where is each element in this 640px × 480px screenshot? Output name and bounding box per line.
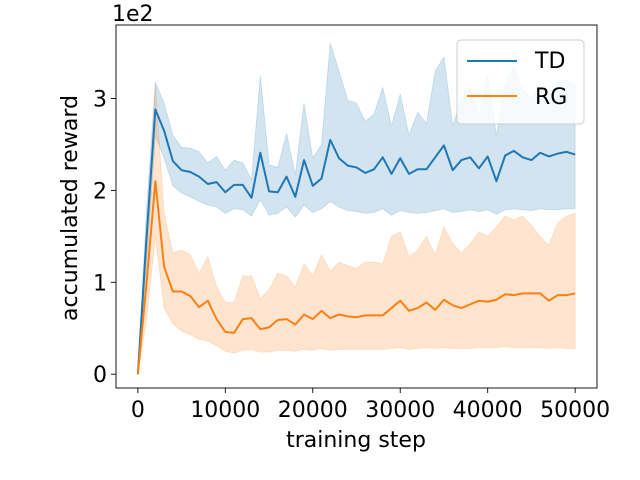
y-axis-label: accumulated reward bbox=[58, 95, 83, 321]
series-lines bbox=[136, 108, 576, 375]
x-tick-label: 0 bbox=[131, 398, 145, 423]
x-axis-ticks: 0 10000 20000 30000 40000 50000 bbox=[131, 388, 610, 423]
confidence-band-td bbox=[137, 43, 576, 375]
y-tick-label: 0 bbox=[93, 363, 107, 388]
y-tick-label: 1 bbox=[93, 271, 107, 296]
y-axis-offset-label: 1e2 bbox=[112, 2, 154, 27]
y-tick-label: 3 bbox=[93, 88, 107, 113]
confidence-bands bbox=[137, 43, 576, 375]
x-axis-label: training step bbox=[286, 428, 426, 453]
legend-label-rg: RG bbox=[535, 85, 567, 110]
x-tick-label: 10000 bbox=[190, 398, 260, 423]
x-tick-label: 50000 bbox=[540, 398, 610, 423]
x-tick-label: 40000 bbox=[453, 398, 523, 423]
y-axis-ticks: 0 1 2 3 bbox=[93, 88, 116, 388]
plot-frame bbox=[115, 24, 598, 389]
legend-label-td: TD bbox=[534, 49, 565, 74]
y-tick-label: 2 bbox=[93, 179, 107, 204]
series-line-td bbox=[136, 108, 576, 375]
legend: TD RG bbox=[456, 39, 585, 125]
x-tick-label: 20000 bbox=[278, 398, 348, 423]
series-line-rg bbox=[136, 180, 576, 375]
x-tick-label: 30000 bbox=[365, 398, 435, 423]
confidence-band-rg bbox=[137, 84, 576, 375]
